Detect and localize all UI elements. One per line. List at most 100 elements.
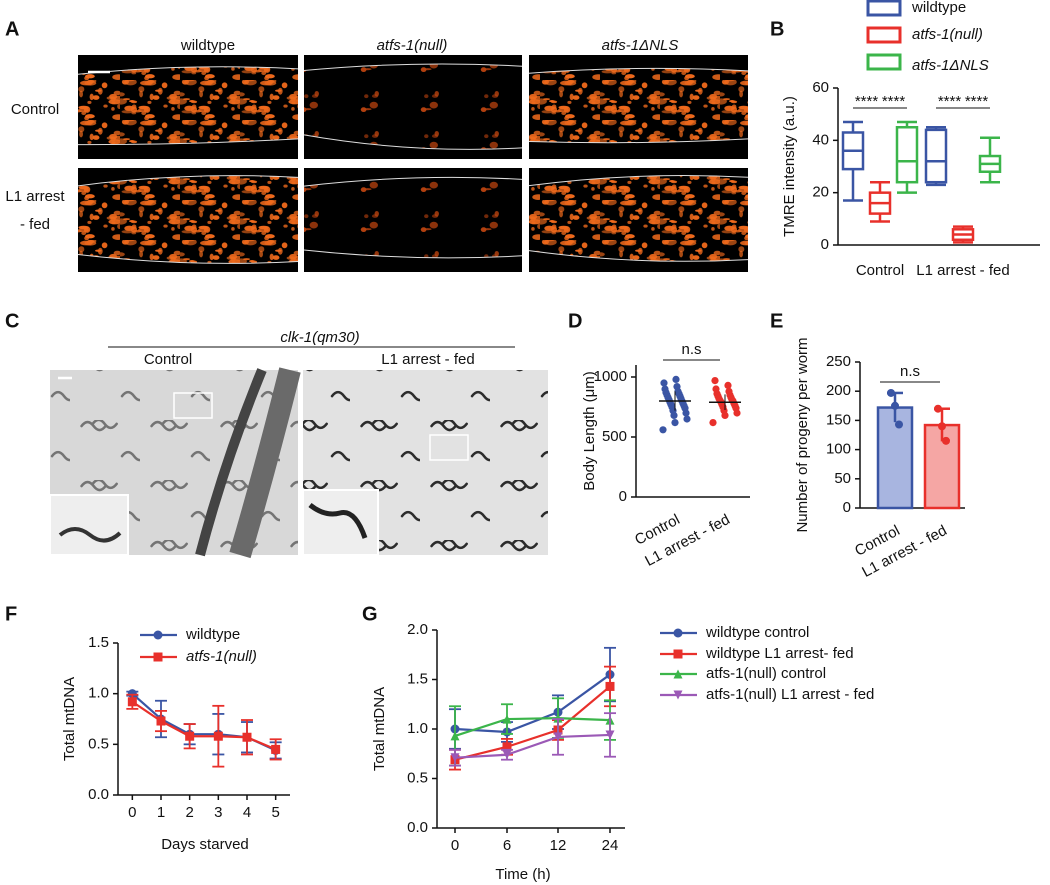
marker xyxy=(185,731,195,741)
legend-label: atfs-1ΔNLS xyxy=(912,57,989,74)
y-axis-label: Number of progeny per worm xyxy=(794,337,811,532)
worm-outline xyxy=(303,134,523,150)
dot xyxy=(895,420,903,429)
panel-label: B xyxy=(770,18,784,40)
marker xyxy=(673,649,683,659)
dot xyxy=(711,377,719,385)
y-axis-label: Body Length (μm) xyxy=(581,371,598,491)
y-tick-label: 0.0 xyxy=(407,819,428,836)
x-tick-label: 4 xyxy=(243,804,251,821)
y-tick-label: 1.0 xyxy=(88,685,109,702)
legend-label: wildtype L1 arrest- fed xyxy=(705,645,854,662)
x-tick-label: L1 arrest - fed xyxy=(916,262,1009,279)
y-tick-label: 150 xyxy=(826,411,851,428)
legend-label: wildtype control xyxy=(705,624,809,641)
worm-outline xyxy=(303,249,523,259)
x-tick-label: 1 xyxy=(157,804,165,821)
worm-outline xyxy=(77,254,299,264)
significance: n.s xyxy=(900,363,920,380)
marker xyxy=(271,744,281,754)
column-title: atfs-1ΔNLS xyxy=(602,37,679,54)
worm-outline xyxy=(77,175,299,187)
worm-outline xyxy=(528,67,749,74)
panel-label: G xyxy=(362,603,378,625)
x-tick-label: 24 xyxy=(602,837,619,854)
marker xyxy=(502,714,512,724)
y-tick-label: 40 xyxy=(812,131,829,148)
y-tick-label: 1.0 xyxy=(407,720,428,737)
y-tick-label: 1000 xyxy=(594,368,627,385)
series-line xyxy=(131,700,277,751)
dot xyxy=(672,375,680,383)
series-line xyxy=(454,733,611,759)
marker xyxy=(242,732,252,742)
row-label: - fed xyxy=(20,216,50,233)
y-tick-label: 500 xyxy=(602,428,627,445)
legend-label: atfs-1(null) xyxy=(186,648,257,665)
column-title: atfs-1(null) xyxy=(377,37,448,54)
y-tick-label: 20 xyxy=(812,184,829,201)
y-tick-label: 0 xyxy=(843,499,851,516)
series-line xyxy=(454,717,611,737)
column-title: Control xyxy=(144,351,192,368)
series-line xyxy=(454,685,611,761)
strain-label: clk-1(qm30) xyxy=(280,329,359,346)
legend-swatch xyxy=(866,0,902,17)
significance: **** xyxy=(855,93,879,110)
y-tick-label: 60 xyxy=(812,79,829,96)
dot xyxy=(891,401,899,410)
micrograph-signal xyxy=(78,175,298,264)
y-tick-label: 0.5 xyxy=(88,735,109,752)
x-tick-label: 12 xyxy=(550,837,567,854)
significance: **** xyxy=(965,93,989,110)
marker xyxy=(156,716,166,726)
marker xyxy=(605,681,615,691)
dot xyxy=(660,379,668,387)
dot xyxy=(709,419,717,427)
worm-outline xyxy=(528,174,749,187)
x-tick-label: 2 xyxy=(185,804,193,821)
marker xyxy=(673,690,683,700)
y-tick-label: 0 xyxy=(619,488,627,505)
marker xyxy=(127,697,137,707)
y-axis-label: Total mtDNA xyxy=(371,687,388,771)
x-tick-label: 5 xyxy=(271,804,279,821)
inset-worm xyxy=(58,527,122,543)
box xyxy=(895,126,919,184)
panel-label: A xyxy=(5,18,19,40)
dot xyxy=(887,388,895,397)
marker xyxy=(553,713,563,723)
inset xyxy=(302,489,379,556)
marker xyxy=(502,750,512,760)
y-axis-label: Total mtDNA xyxy=(61,677,78,761)
legend-label: wildtype xyxy=(911,0,966,16)
legend-label: wildtype xyxy=(185,626,240,643)
x-tick-label: 6 xyxy=(503,837,511,854)
marker xyxy=(673,628,683,638)
worm-outline xyxy=(528,138,749,144)
y-tick-label: 200 xyxy=(826,382,851,399)
marker xyxy=(605,730,615,740)
panel-label: C xyxy=(5,310,19,332)
y-tick-label: 1.5 xyxy=(407,670,428,687)
panel-label: D xyxy=(568,310,582,332)
worm-outline xyxy=(303,63,523,72)
series-line xyxy=(454,673,611,734)
x-tick-label: L1 arrest - fed xyxy=(642,511,732,570)
micrograph-signal xyxy=(304,64,522,150)
x-tick-label: Control xyxy=(856,262,904,279)
column-title: wildtype xyxy=(180,37,235,54)
row-label: Control xyxy=(11,101,59,118)
dot xyxy=(934,404,942,413)
series-line xyxy=(131,692,277,752)
legend-swatch xyxy=(866,53,902,71)
column-title: L1 arrest - fed xyxy=(381,351,474,368)
y-tick-label: 1.5 xyxy=(88,634,109,651)
worm-outline xyxy=(77,138,299,146)
micrograph-signal xyxy=(78,66,298,145)
dot xyxy=(942,436,950,445)
legend-label: atfs-1(null) xyxy=(912,26,983,43)
marker xyxy=(213,731,223,741)
x-tick-label: 0 xyxy=(451,837,459,854)
